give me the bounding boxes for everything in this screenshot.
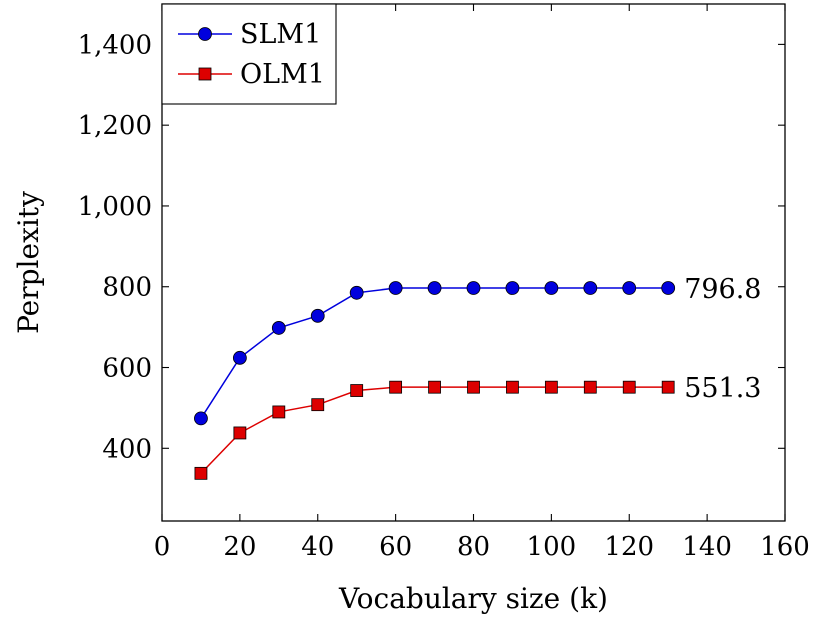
data-point bbox=[194, 466, 208, 480]
data-point bbox=[466, 281, 481, 295]
series-olm1: 551.3 bbox=[194, 373, 761, 480]
data-point bbox=[506, 380, 519, 394]
y-tick-label: 1,000 bbox=[78, 192, 152, 222]
legend-item-olm1: OLM1 bbox=[178, 59, 325, 90]
series-line bbox=[200, 287, 669, 419]
data-point bbox=[467, 380, 480, 394]
end-value-label: 796.8 bbox=[684, 274, 761, 305]
data-point bbox=[428, 380, 441, 394]
y-tick-label: 1,200 bbox=[78, 111, 152, 141]
data-point bbox=[350, 384, 364, 397]
data-point bbox=[544, 380, 558, 394]
x-tick-label: 0 bbox=[154, 532, 171, 562]
data-point bbox=[622, 281, 637, 295]
data-point bbox=[505, 281, 520, 295]
data-point bbox=[427, 281, 442, 295]
legend-marker bbox=[198, 67, 212, 81]
legend-item-slm1: SLM1 bbox=[178, 19, 321, 50]
data-point bbox=[272, 405, 286, 419]
data-point bbox=[349, 285, 364, 300]
data-point bbox=[310, 308, 325, 323]
legend-box bbox=[161, 3, 337, 105]
y-tick-label: 400 bbox=[102, 434, 152, 464]
data-point bbox=[232, 350, 247, 365]
y-tick-label: 1,400 bbox=[78, 30, 152, 60]
y-tick-label: 800 bbox=[102, 273, 152, 303]
data-point bbox=[661, 380, 675, 394]
x-tick-label: 60 bbox=[379, 532, 412, 562]
x-tick-label: 120 bbox=[604, 532, 654, 562]
series-slm1: 796.8 bbox=[194, 274, 761, 426]
series-layer: 796.8 551.3 bbox=[194, 274, 761, 480]
y-axis-title: Perplexity bbox=[12, 191, 45, 334]
y-tick-label: 600 bbox=[102, 354, 152, 384]
x-axis-ticks: 0 20 40 60 80 100 120 140 160 bbox=[154, 4, 810, 562]
series-line bbox=[200, 386, 669, 474]
x-tick-label: 100 bbox=[527, 532, 577, 562]
x-axis-title: Vocabulary size (k) bbox=[338, 582, 608, 615]
y-axis-ticks: 400 600 800 1,000 1,200 1,400 bbox=[78, 30, 785, 464]
data-point bbox=[661, 281, 676, 295]
legend: SLM1 OLM1 bbox=[161, 3, 337, 105]
data-point bbox=[311, 398, 325, 412]
legend-label: SLM1 bbox=[240, 19, 321, 50]
data-point bbox=[583, 281, 598, 295]
data-point bbox=[583, 380, 597, 394]
data-point bbox=[388, 281, 403, 295]
data-point bbox=[622, 380, 636, 394]
legend-label: OLM1 bbox=[240, 59, 325, 90]
x-tick-label: 40 bbox=[301, 532, 334, 562]
legend-marker bbox=[198, 27, 212, 41]
x-tick-label: 160 bbox=[760, 532, 810, 562]
x-tick-label: 20 bbox=[223, 532, 256, 562]
data-point bbox=[194, 411, 208, 426]
x-tick-label: 80 bbox=[457, 532, 490, 562]
data-point bbox=[233, 426, 247, 440]
data-point bbox=[271, 321, 286, 335]
end-value-label: 551.3 bbox=[684, 373, 761, 404]
x-tick-label: 140 bbox=[682, 532, 732, 562]
data-point bbox=[389, 380, 403, 394]
data-point bbox=[544, 281, 559, 295]
